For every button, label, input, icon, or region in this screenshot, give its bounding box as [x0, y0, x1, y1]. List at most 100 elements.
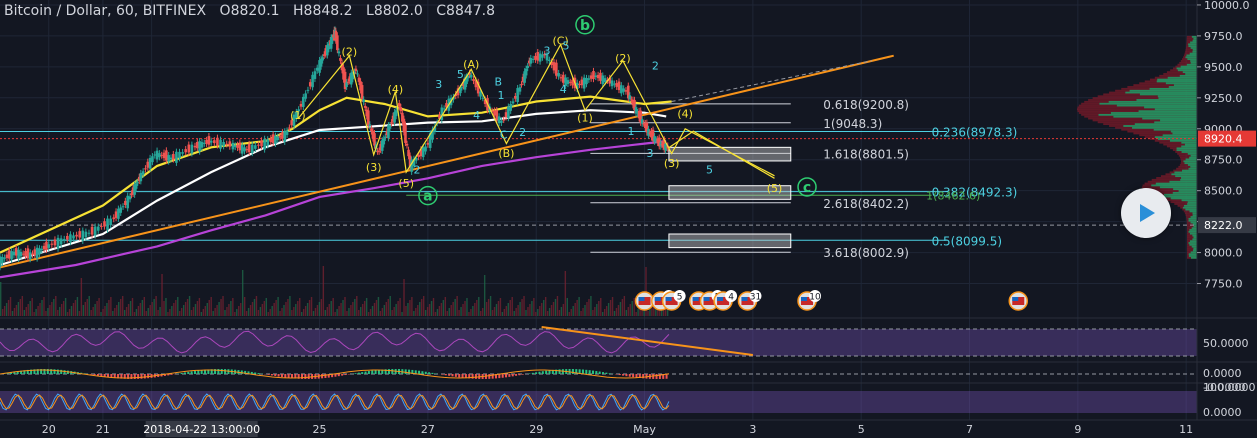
volume-profile-bar [1181, 199, 1197, 202]
volume-bar [59, 307, 61, 316]
volume-bar [513, 311, 515, 316]
candle-body [469, 74, 473, 78]
candle-body [151, 156, 154, 163]
volume-profile-bar [1190, 41, 1197, 44]
volume-profile-bar [1176, 149, 1197, 152]
play-button[interactable] [1121, 188, 1171, 238]
volume-bar [424, 310, 427, 316]
volume-bar [430, 301, 433, 316]
macd-histogram-bar [585, 369, 588, 374]
macd-histogram-bar [458, 374, 461, 378]
candle-body [40, 248, 44, 251]
candle-body [354, 68, 358, 72]
candle-body [599, 72, 602, 81]
candle-body [399, 106, 403, 112]
volume-profile-bar [1182, 169, 1197, 172]
candle-body [500, 120, 503, 123]
candle-body [390, 122, 393, 124]
candle-body [346, 81, 350, 83]
macd-histogram-bar [123, 374, 126, 379]
event-count-label: 31 [750, 293, 761, 303]
macd-histogram-bar [26, 369, 29, 374]
candle-body [278, 136, 282, 138]
macd-histogram-bar [83, 373, 86, 374]
volume-bar [580, 311, 582, 316]
volume-bar [125, 307, 128, 316]
macd-histogram-bar [441, 374, 444, 375]
wave-label: 3 [646, 147, 653, 160]
time-crosshair-label: 2018-04-22 13:00:00 [143, 423, 260, 436]
candle-body [465, 76, 468, 84]
volume-bar [560, 307, 563, 316]
candle-body [460, 87, 464, 89]
candle-body [175, 151, 178, 163]
volume-profile-bar [1178, 154, 1197, 157]
volume-bar [539, 306, 541, 316]
macd-histogram-bar [227, 369, 230, 374]
time-axis-label: May [633, 423, 656, 436]
volume-profile-bar [1182, 206, 1197, 209]
volume-bar [173, 303, 175, 316]
volume-profile-bar [1185, 48, 1197, 51]
volume-profile-bar [1169, 139, 1197, 142]
volume-bar [238, 306, 240, 316]
volume-profile-bar [1136, 99, 1197, 101]
volume-bar [51, 302, 53, 316]
volume-profile-bar [1184, 143, 1197, 146]
volume-profile-bar [1142, 117, 1197, 120]
macd-histogram-bar [625, 374, 628, 377]
volume-bar [476, 300, 478, 316]
candle-body [319, 58, 323, 67]
volume-bar [149, 305, 151, 316]
volume-profile-bar [1169, 180, 1197, 183]
close-value: 8847.8 [446, 3, 496, 19]
volume-profile-bar [1190, 251, 1197, 254]
trendline [0, 54, 894, 269]
volume-bar [155, 296, 157, 316]
candle-body [592, 70, 595, 80]
close-label: C [436, 3, 447, 19]
candle-body [134, 183, 138, 189]
volume-bar [515, 308, 517, 316]
candle-body [281, 132, 284, 139]
volume-profile-bar [1184, 162, 1197, 165]
volume-profile-bar [1189, 52, 1197, 55]
volume-bar [245, 311, 248, 316]
macd-histogram-bar [170, 374, 173, 375]
macd-histogram-bar [160, 374, 163, 377]
candle-body [292, 114, 296, 127]
price-axis-label: 9750.0 [1204, 30, 1243, 43]
candle-body [295, 111, 298, 119]
candle-body [35, 247, 39, 259]
candle-body [130, 193, 133, 196]
volume-bar [519, 302, 521, 316]
macd-histogram-bar [120, 374, 123, 379]
flag-event-icon [801, 297, 808, 301]
volume-bar [94, 304, 96, 316]
volume-profile-bar [1190, 165, 1197, 168]
volume-bar [596, 304, 598, 316]
volume-bar [346, 311, 348, 316]
volume-bar [503, 309, 506, 316]
volume-bar [363, 301, 366, 316]
candle-body [483, 99, 487, 104]
volume-profile-bar [1180, 178, 1197, 181]
candle-body [153, 154, 157, 156]
volume-profile-bar [1191, 35, 1197, 38]
candle-body [290, 120, 294, 126]
volume-profile-bar [1123, 125, 1197, 127]
macd-histogram-bar [581, 369, 584, 374]
candle-body [53, 239, 57, 246]
volume-profile-bar [1113, 115, 1197, 118]
volume-bar [474, 303, 476, 316]
volume-bar [542, 300, 545, 316]
macd-histogram-bar [404, 369, 407, 374]
volume-bar [299, 298, 301, 316]
volume-profile-bar [1190, 216, 1197, 218]
macd-histogram-bar [367, 371, 370, 374]
wave-circle-label: c [803, 180, 811, 196]
volume-bar [487, 299, 490, 316]
macd-histogram-bar [301, 374, 304, 379]
